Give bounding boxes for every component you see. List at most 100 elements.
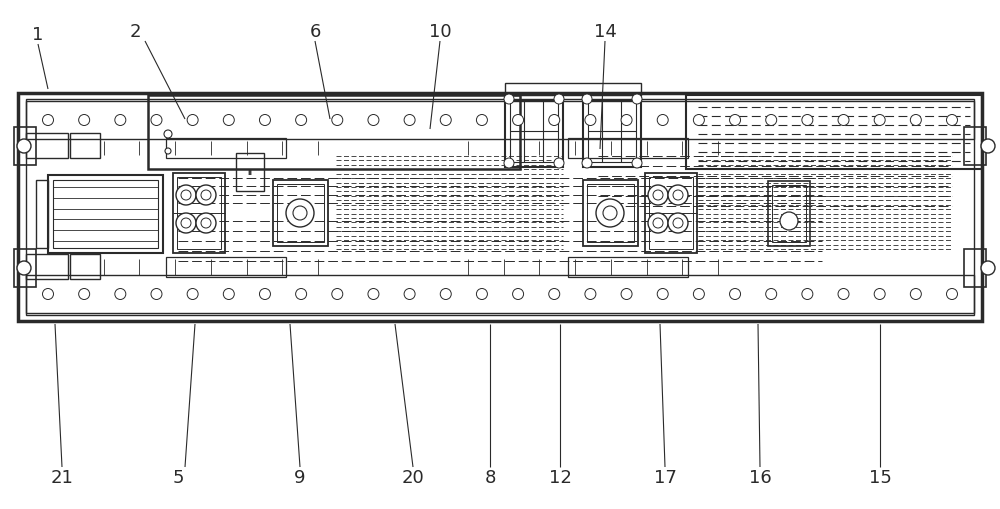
- Circle shape: [621, 115, 632, 126]
- Circle shape: [196, 186, 216, 206]
- Circle shape: [802, 289, 813, 300]
- Circle shape: [668, 214, 688, 234]
- Bar: [510, 101, 558, 163]
- Circle shape: [632, 159, 642, 168]
- Text: 16: 16: [749, 468, 771, 486]
- Bar: [48, 176, 163, 253]
- Circle shape: [657, 115, 668, 126]
- Circle shape: [946, 289, 958, 300]
- Bar: [588, 101, 636, 163]
- Bar: [14, 249, 36, 288]
- Bar: [177, 178, 221, 249]
- Bar: [583, 181, 638, 246]
- Circle shape: [293, 207, 307, 220]
- Circle shape: [874, 289, 885, 300]
- Circle shape: [43, 289, 54, 300]
- Bar: [14, 128, 36, 165]
- Bar: [505, 84, 641, 96]
- Bar: [768, 182, 810, 246]
- Circle shape: [838, 115, 849, 126]
- Circle shape: [259, 115, 270, 126]
- Circle shape: [440, 115, 451, 126]
- Bar: [277, 185, 324, 242]
- Circle shape: [404, 289, 415, 300]
- Circle shape: [504, 95, 514, 105]
- Circle shape: [476, 115, 487, 126]
- Bar: [26, 102, 974, 140]
- Circle shape: [79, 289, 90, 300]
- Bar: [26, 134, 68, 159]
- Circle shape: [730, 289, 741, 300]
- Circle shape: [223, 289, 234, 300]
- Bar: [26, 100, 974, 316]
- Circle shape: [286, 200, 314, 228]
- Circle shape: [693, 115, 704, 126]
- Circle shape: [504, 159, 514, 168]
- Circle shape: [673, 191, 683, 201]
- Bar: [686, 96, 982, 169]
- Circle shape: [296, 115, 307, 126]
- Circle shape: [582, 95, 592, 105]
- Bar: [18, 94, 982, 321]
- Circle shape: [910, 289, 921, 300]
- Text: 12: 12: [549, 468, 571, 486]
- Bar: [649, 178, 693, 249]
- Bar: [964, 249, 986, 288]
- Circle shape: [404, 115, 415, 126]
- Circle shape: [43, 115, 54, 126]
- Circle shape: [981, 262, 995, 275]
- Circle shape: [802, 115, 813, 126]
- Circle shape: [164, 131, 172, 139]
- Circle shape: [910, 115, 921, 126]
- Circle shape: [766, 289, 777, 300]
- Bar: [53, 181, 158, 248]
- Circle shape: [181, 218, 191, 229]
- Circle shape: [476, 289, 487, 300]
- Bar: [26, 275, 974, 314]
- Bar: [148, 96, 520, 169]
- Circle shape: [657, 289, 668, 300]
- Circle shape: [668, 186, 688, 206]
- Circle shape: [648, 214, 668, 234]
- Text: 1: 1: [32, 26, 44, 44]
- Circle shape: [196, 214, 216, 234]
- Circle shape: [693, 289, 704, 300]
- Bar: [166, 258, 286, 277]
- Circle shape: [946, 115, 958, 126]
- Circle shape: [554, 159, 564, 168]
- Circle shape: [549, 289, 560, 300]
- Text: 14: 14: [594, 23, 616, 41]
- Circle shape: [632, 95, 642, 105]
- Circle shape: [673, 218, 683, 229]
- Circle shape: [17, 140, 31, 154]
- Circle shape: [780, 213, 798, 231]
- Circle shape: [981, 140, 995, 154]
- Circle shape: [176, 186, 196, 206]
- Bar: [772, 186, 806, 242]
- Circle shape: [603, 207, 617, 220]
- Circle shape: [368, 115, 379, 126]
- Circle shape: [585, 115, 596, 126]
- Circle shape: [201, 191, 211, 201]
- Circle shape: [621, 289, 632, 300]
- Bar: [645, 174, 697, 253]
- Bar: [273, 181, 328, 246]
- Circle shape: [585, 289, 596, 300]
- Circle shape: [187, 115, 198, 126]
- Bar: [36, 181, 48, 248]
- Bar: [236, 154, 264, 191]
- Text: 8: 8: [484, 468, 496, 486]
- Text: 6: 6: [309, 23, 321, 41]
- Circle shape: [648, 186, 668, 206]
- Circle shape: [115, 289, 126, 300]
- Circle shape: [332, 115, 343, 126]
- Text: 2: 2: [129, 23, 141, 41]
- Bar: [166, 139, 286, 159]
- Circle shape: [874, 115, 885, 126]
- Circle shape: [549, 115, 560, 126]
- Bar: [964, 128, 986, 165]
- Circle shape: [332, 289, 343, 300]
- Circle shape: [368, 289, 379, 300]
- Bar: [587, 185, 634, 242]
- Text: II: II: [248, 169, 253, 176]
